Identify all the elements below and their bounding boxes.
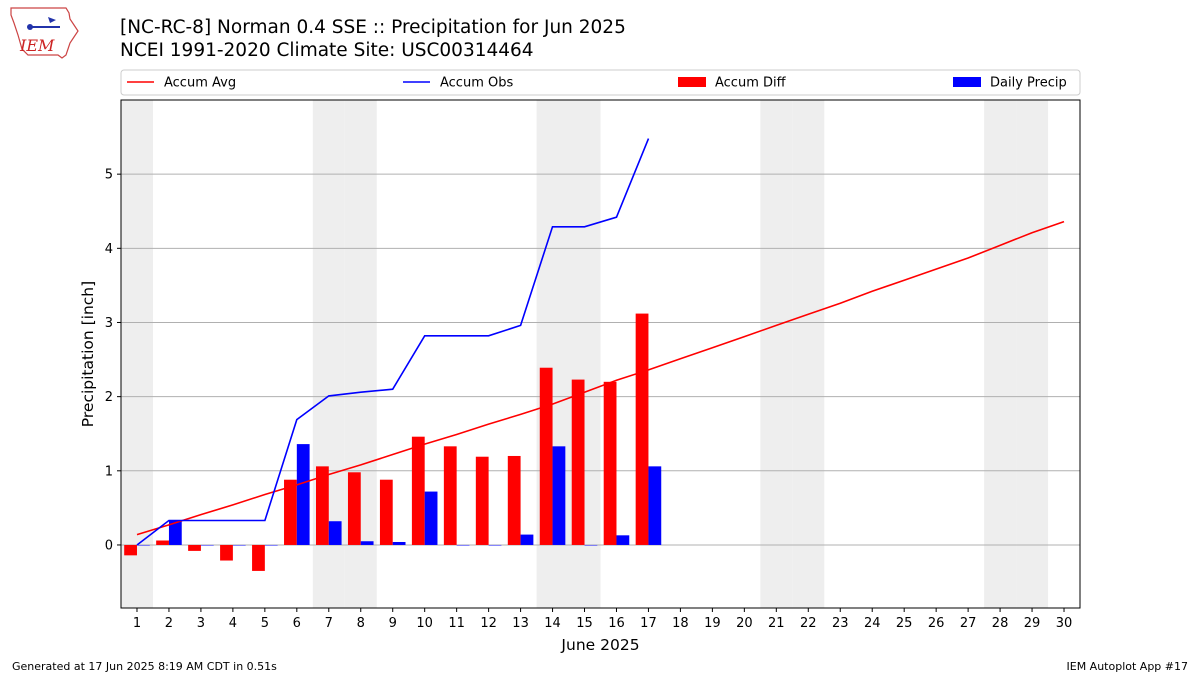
weekend-shade-day-28 — [984, 100, 1017, 608]
daily-precip-bar-day-8 — [360, 541, 374, 545]
accum-diff-bar-day-7 — [315, 466, 329, 545]
x-tick-label-5: 5 — [261, 616, 269, 631]
y-tick-label-1: 1 — [105, 464, 113, 479]
legend-swatch-accum-diff — [678, 77, 706, 87]
x-tick-label-23: 23 — [832, 616, 849, 631]
x-tick-label-18: 18 — [672, 616, 689, 631]
weekend-shade-day-21 — [760, 100, 793, 608]
plot-frame — [120, 99, 1081, 609]
x-tick-label-10: 10 — [416, 616, 433, 631]
daily-precip-bar-day-17 — [648, 466, 662, 545]
legend-label-accum-avg: Accum Avg — [164, 76, 236, 91]
accum-obs-line — [136, 138, 650, 546]
daily-precip-bar-day-12 — [488, 544, 502, 546]
accum-diff-bar-day-10 — [411, 436, 425, 545]
daily-precip-bar-day-1 — [136, 544, 150, 546]
weekend-shade-day-29 — [1016, 100, 1049, 608]
x-axis-label: June 2025 — [560, 636, 639, 654]
daily-precip-bar-day-16 — [616, 535, 630, 545]
iem-logo: IEM — [10, 7, 79, 59]
legend-label-accum-diff: Accum Diff — [715, 76, 787, 91]
x-tick-label-7: 7 — [325, 616, 333, 631]
legend-label-daily-precip: Daily Precip — [990, 76, 1067, 91]
x-tick-label-15: 15 — [576, 616, 593, 631]
x-tick-label-19: 19 — [704, 616, 721, 631]
x-tick-label-16: 16 — [608, 616, 625, 631]
accum-diff-bar-day-4 — [220, 544, 233, 561]
accum-diff-bar-day-1 — [124, 544, 137, 556]
x-tick-label-28: 28 — [992, 616, 1009, 631]
daily-precip-bar-day-2 — [168, 520, 182, 545]
x-tick-label-21: 21 — [768, 616, 785, 631]
x-tick-label-1: 1 — [133, 616, 141, 631]
daily-precip-bar-day-7 — [328, 521, 342, 545]
daily-precip-bar-day-10 — [424, 491, 438, 545]
y-tick-label-3: 3 — [105, 316, 113, 331]
y-tick-label-5: 5 — [105, 168, 113, 183]
daily-precip-bar-day-11 — [456, 544, 470, 546]
daily-precip-bar-day-14 — [552, 446, 566, 545]
x-tick-label-3: 3 — [197, 616, 205, 631]
x-tick-label-17: 17 — [640, 616, 657, 631]
accum-diff-bar-day-2 — [156, 540, 169, 545]
x-tick-label-12: 12 — [480, 616, 497, 631]
weekend-shade-day-22 — [792, 100, 825, 608]
accum-diff-bar-day-13 — [507, 455, 521, 545]
x-tick-label-8: 8 — [357, 616, 365, 631]
x-tick-label-27: 27 — [960, 616, 977, 631]
daily-precip-bar-day-3 — [200, 544, 214, 546]
legend-label-accum-obs: Accum Obs — [440, 76, 513, 91]
y-tick-label-2: 2 — [105, 390, 113, 405]
accum-avg-line — [136, 220, 1065, 536]
accum-diff-bar-day-12 — [475, 456, 489, 545]
iowa-outline-shape — [10, 7, 79, 59]
chart-title: [NC-RC-8] Norman 0.4 SSE :: Precipitatio… — [120, 17, 626, 38]
logo-flag-shape — [48, 17, 56, 23]
logo-sun-dot — [27, 24, 33, 30]
generated-footer: Generated at 17 Jun 2025 8:19 AM CDT in … — [12, 660, 277, 673]
accum-diff-bar-day-6 — [284, 479, 297, 545]
daily-precip-bar-day-4 — [232, 544, 246, 546]
x-tick-label-20: 20 — [736, 616, 753, 631]
x-tick-label-4: 4 — [229, 616, 237, 631]
x-tick-label-14: 14 — [544, 616, 561, 631]
y-axis-label: Precipitation [inch] — [79, 281, 97, 427]
x-tick-label-26: 26 — [928, 616, 945, 631]
accum-diff-bar-day-11 — [443, 446, 457, 545]
x-tick-label-29: 29 — [1024, 616, 1041, 631]
x-tick-label-24: 24 — [864, 616, 881, 631]
x-tick-label-13: 13 — [512, 616, 529, 631]
accum-diff-bar-day-5 — [252, 544, 265, 571]
daily-precip-bar-day-9 — [392, 541, 406, 545]
accum-diff-bar-day-3 — [188, 544, 201, 551]
x-tick-label-30: 30 — [1056, 616, 1073, 631]
accum-diff-bar-day-16 — [603, 381, 617, 545]
accum-diff-bar-day-17 — [635, 313, 649, 545]
x-tick-label-22: 22 — [800, 616, 817, 631]
y-tick-label-4: 4 — [105, 242, 113, 257]
y-tick-label-0: 0 — [105, 538, 113, 553]
legend-swatch-daily-precip — [953, 77, 981, 87]
accum-diff-bar-day-14 — [539, 367, 553, 545]
daily-precip-bar-day-5 — [264, 544, 278, 546]
x-tick-label-11: 11 — [448, 616, 465, 631]
x-tick-label-6: 6 — [293, 616, 301, 631]
chart-subtitle: NCEI 1991-2020 Climate Site: USC00314464 — [120, 40, 534, 61]
daily-precip-bar-day-15 — [584, 544, 598, 546]
x-tick-label-9: 9 — [389, 616, 397, 631]
app-footer: IEM Autoplot App #17 — [1066, 660, 1189, 673]
legend-box — [120, 69, 1081, 96]
weekend-shade-day-1 — [121, 100, 153, 608]
x-tick-label-2: 2 — [165, 616, 173, 631]
daily-precip-bar-day-13 — [520, 534, 534, 545]
x-tick-label-25: 25 — [896, 616, 913, 631]
logo-text: IEM — [19, 36, 55, 55]
daily-precip-bar-day-6 — [296, 444, 310, 545]
accum-diff-bar-day-15 — [571, 379, 585, 545]
accum-diff-bar-day-9 — [379, 479, 393, 545]
accum-diff-bar-day-8 — [347, 472, 361, 545]
